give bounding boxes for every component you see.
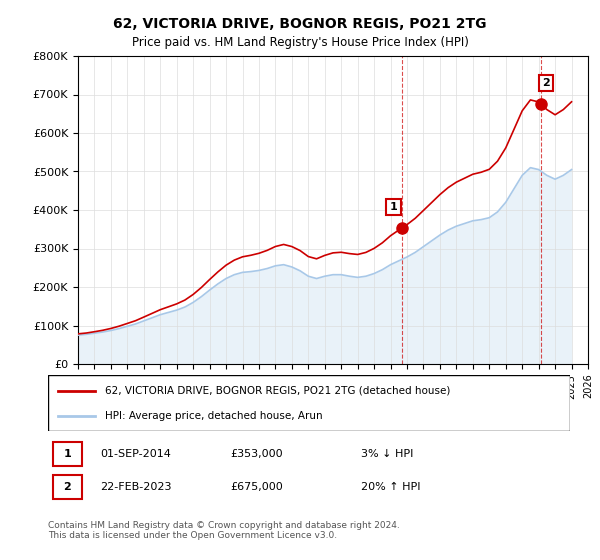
FancyBboxPatch shape bbox=[53, 475, 82, 500]
Text: £675,000: £675,000 bbox=[230, 482, 283, 492]
Text: 2: 2 bbox=[64, 482, 71, 492]
Text: HPI: Average price, detached house, Arun: HPI: Average price, detached house, Arun bbox=[106, 410, 323, 421]
Text: Contains HM Land Registry data © Crown copyright and database right 2024.
This d: Contains HM Land Registry data © Crown c… bbox=[48, 521, 400, 540]
FancyBboxPatch shape bbox=[48, 375, 570, 431]
Text: 20% ↑ HPI: 20% ↑ HPI bbox=[361, 482, 421, 492]
Text: 1: 1 bbox=[64, 449, 71, 459]
Text: Price paid vs. HM Land Registry's House Price Index (HPI): Price paid vs. HM Land Registry's House … bbox=[131, 36, 469, 49]
Text: 3% ↓ HPI: 3% ↓ HPI bbox=[361, 449, 413, 459]
FancyBboxPatch shape bbox=[53, 441, 82, 466]
Text: 2: 2 bbox=[542, 78, 550, 88]
Text: 22-FEB-2023: 22-FEB-2023 bbox=[100, 482, 172, 492]
Text: 01-SEP-2014: 01-SEP-2014 bbox=[100, 449, 171, 459]
Text: 62, VICTORIA DRIVE, BOGNOR REGIS, PO21 2TG: 62, VICTORIA DRIVE, BOGNOR REGIS, PO21 2… bbox=[113, 17, 487, 31]
Text: 1: 1 bbox=[389, 202, 397, 212]
Text: £353,000: £353,000 bbox=[230, 449, 283, 459]
Text: 62, VICTORIA DRIVE, BOGNOR REGIS, PO21 2TG (detached house): 62, VICTORIA DRIVE, BOGNOR REGIS, PO21 2… bbox=[106, 386, 451, 396]
